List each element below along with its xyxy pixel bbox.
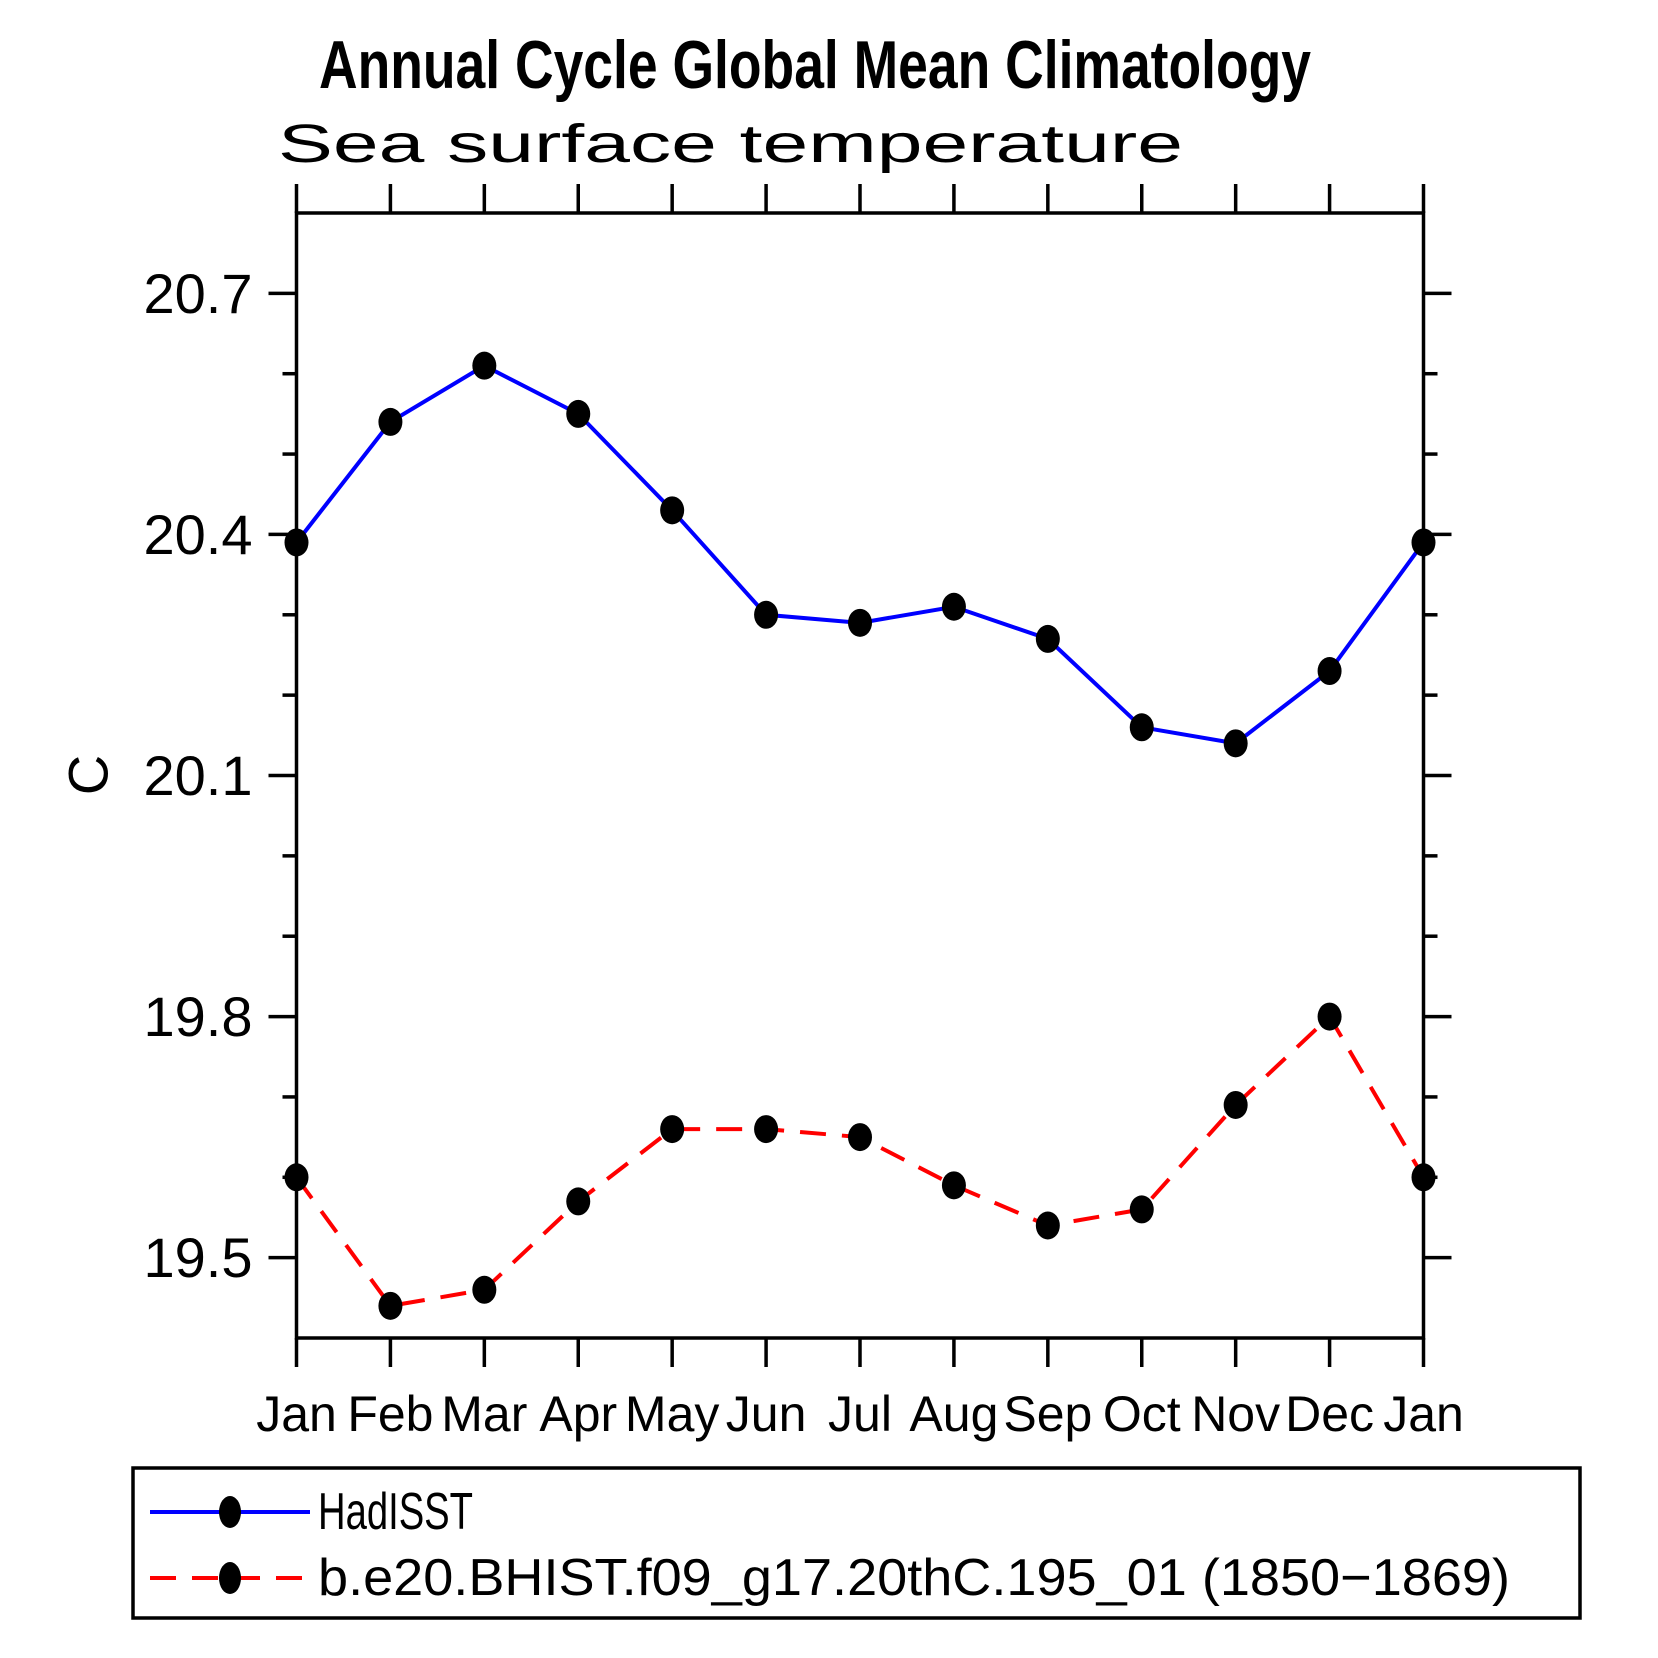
data-point <box>1129 713 1154 742</box>
y-tick-label: 20.7 <box>144 262 253 325</box>
data-point <box>472 1275 497 1304</box>
legend-marker-icon <box>219 1496 241 1528</box>
data-point <box>378 407 403 436</box>
data-point <box>754 600 779 629</box>
data-point <box>660 1115 685 1144</box>
chart-subtitle: Sea surface temperature <box>278 114 1183 174</box>
series-line-model <box>294 1013 1426 1309</box>
legend-label-hadisst: HadISST <box>318 1483 473 1541</box>
x-tick-label: Feb <box>347 1386 433 1442</box>
series-line-hadisst <box>294 363 1426 746</box>
data-point <box>472 351 497 380</box>
x-tick-label: Jun <box>726 1386 807 1442</box>
y-tick-label: 20.4 <box>144 503 253 566</box>
legend: HadISST b.e20.BHIST.f09_g17.20thC.195_01… <box>131 1466 1582 1620</box>
x-tick-label: Dec <box>1285 1386 1374 1442</box>
x-tick-label: Jul <box>828 1386 892 1442</box>
x-tick-label: Apr <box>539 1386 617 1442</box>
data-point <box>1035 624 1060 653</box>
y-tick-label: 20.1 <box>144 744 253 807</box>
y-axis-unit-label: C <box>57 755 120 795</box>
data-point <box>1223 1090 1248 1119</box>
x-tick-label: Sep <box>1003 1386 1092 1442</box>
chart-title: Annual Cycle Global Mean Climatology <box>319 27 1311 103</box>
data-point <box>754 1115 779 1144</box>
data-point <box>941 1171 966 1200</box>
data-point <box>566 1187 591 1216</box>
x-tick-label: Aug <box>909 1386 998 1442</box>
data-point <box>1317 1002 1342 1031</box>
data-point <box>1317 657 1342 686</box>
data-point <box>284 528 309 557</box>
data-point <box>378 1291 403 1320</box>
legend-marker-icon <box>219 1562 241 1594</box>
data-point <box>660 496 685 525</box>
data-point <box>848 608 872 637</box>
y-tick-label: 19.5 <box>144 1226 253 1289</box>
legend-label-model: b.e20.BHIST.f09_g17.20thC.195_01 (1850−1… <box>318 1549 1510 1607</box>
data-point <box>1129 1195 1154 1224</box>
x-tick-label: Jan <box>256 1386 337 1442</box>
data-point <box>941 592 966 621</box>
x-tick-label: Oct <box>1103 1386 1181 1442</box>
data-point <box>848 1123 872 1152</box>
data-point <box>1223 729 1248 758</box>
x-tick-label: Mar <box>441 1386 527 1442</box>
x-tick-label: May <box>625 1386 719 1442</box>
data-point <box>1035 1211 1060 1240</box>
x-tick-label: Nov <box>1191 1386 1280 1442</box>
legend-box <box>131 1466 1582 1620</box>
data-point <box>284 1163 309 1192</box>
plot-frame <box>294 211 1426 1340</box>
y-tick-label: 19.8 <box>144 985 253 1048</box>
data-point <box>1411 1163 1436 1192</box>
data-point <box>1411 528 1436 557</box>
data-point <box>566 399 591 428</box>
x-tick-label: Jan <box>1383 1386 1464 1442</box>
